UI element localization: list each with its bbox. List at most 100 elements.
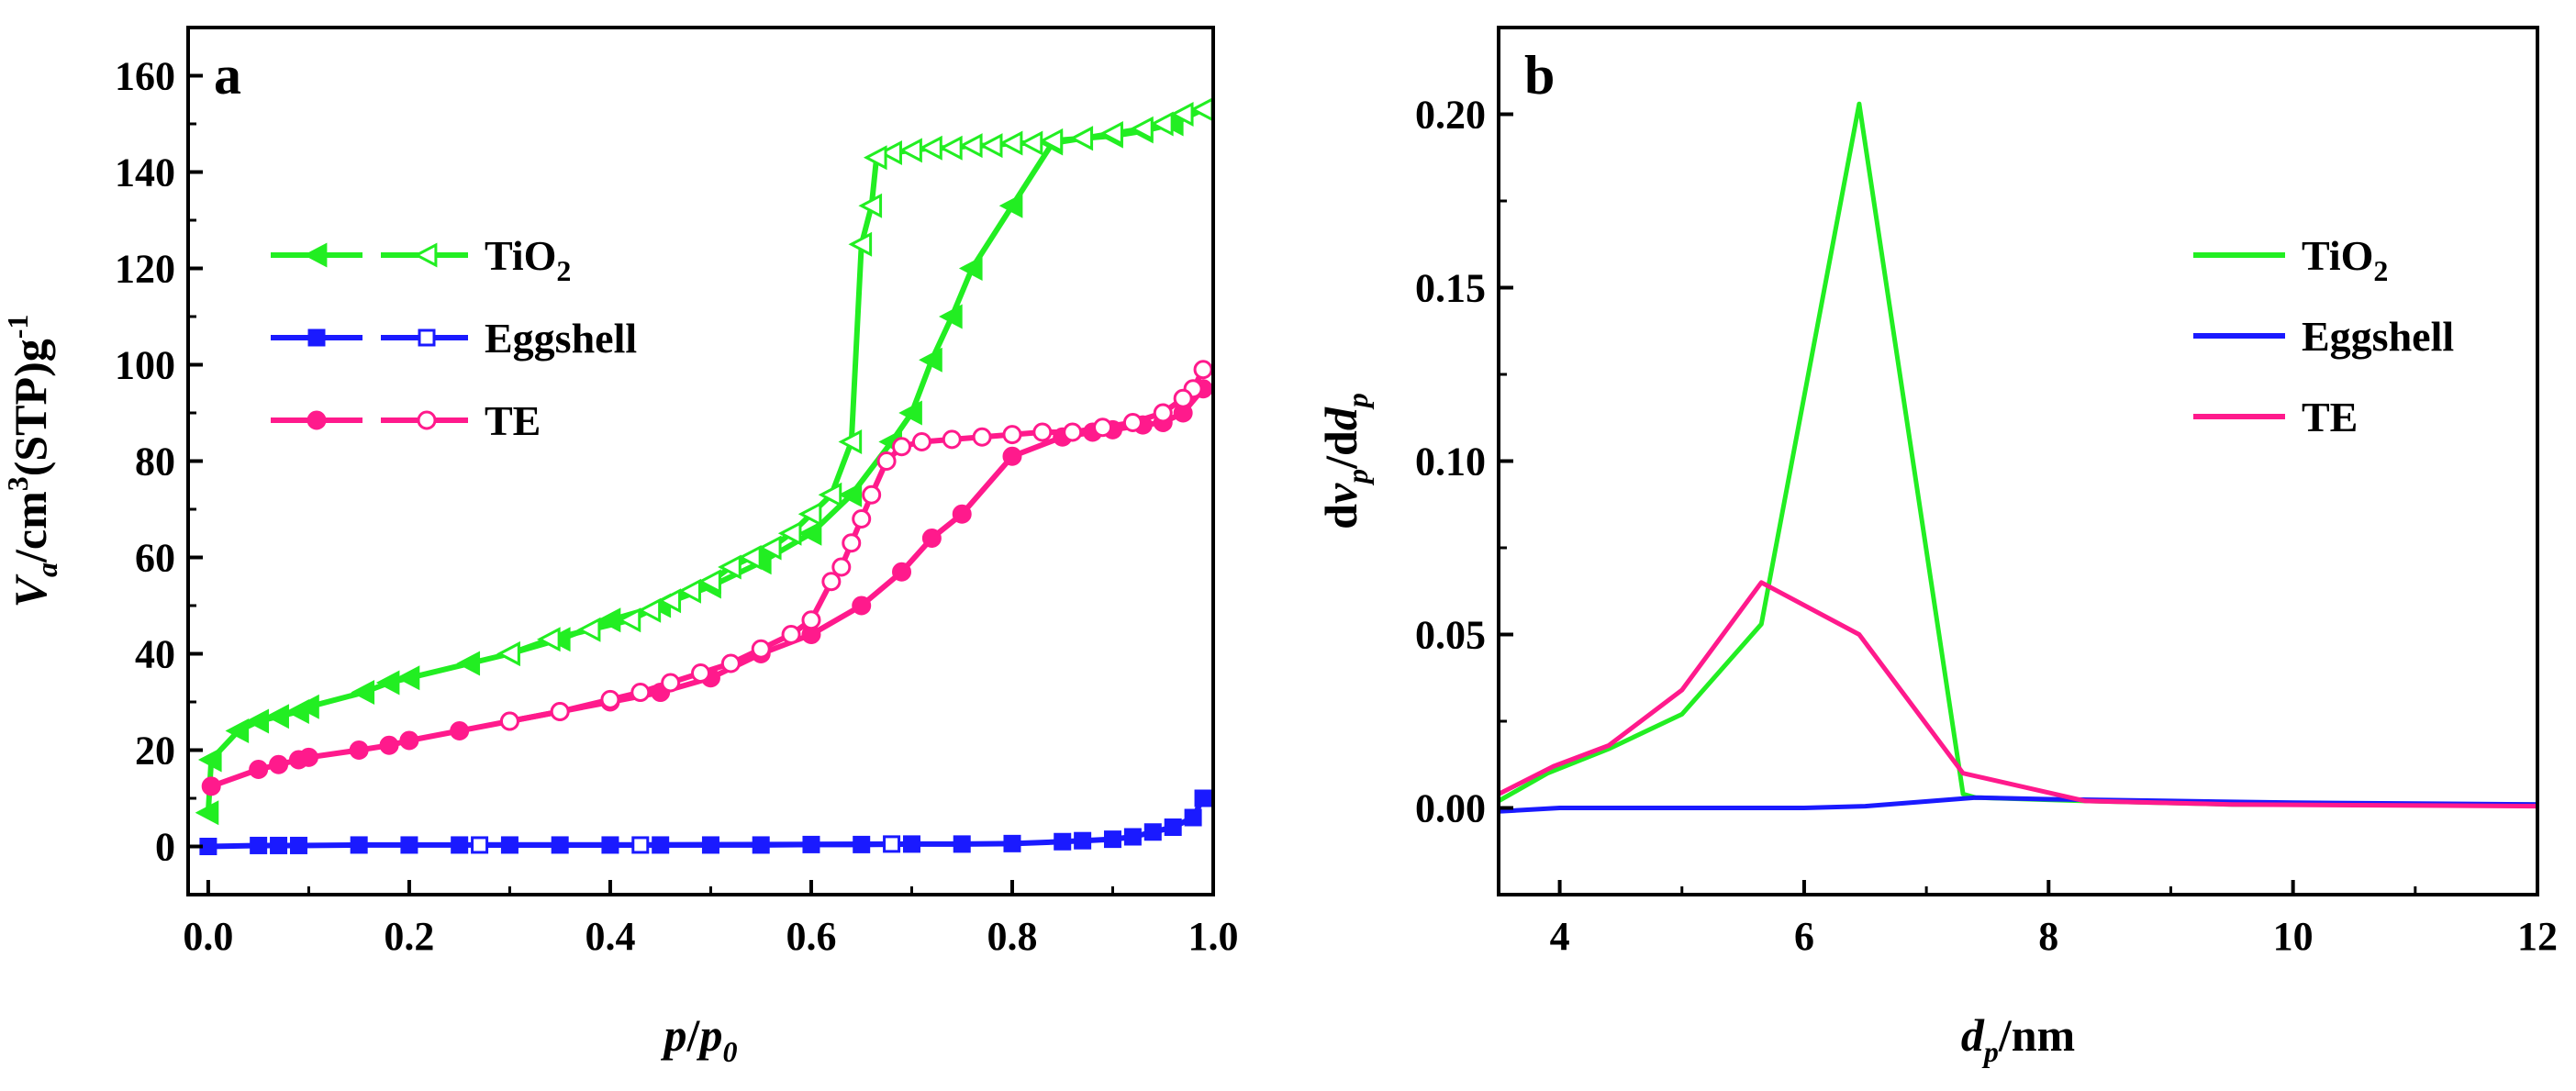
data-point xyxy=(757,535,782,561)
series-line xyxy=(1499,580,2537,809)
data-point xyxy=(911,432,931,451)
data-point xyxy=(1184,808,1202,827)
data-point xyxy=(1093,417,1113,438)
data-point xyxy=(375,670,400,696)
data-point xyxy=(720,653,741,674)
x-tick-label: 0.4 xyxy=(585,914,635,959)
data-point xyxy=(201,776,221,796)
data-point xyxy=(838,482,863,507)
legend-item: TiO2 xyxy=(2193,232,2388,287)
series-line xyxy=(1499,101,2537,807)
x-tick-label: 0.0 xyxy=(183,914,233,959)
y-axis-label-part: /d xyxy=(1315,430,1366,470)
y-tick-label: 140 xyxy=(115,150,175,195)
legend-item: TiO2 xyxy=(271,232,571,287)
data-point xyxy=(781,625,801,644)
data-point xyxy=(1069,126,1094,151)
data-point xyxy=(691,663,710,683)
x-tick-label: 6 xyxy=(1794,914,1814,959)
data-point xyxy=(1039,128,1064,153)
legend-label: TiO2 xyxy=(2302,232,2388,287)
legend-marker-filled xyxy=(303,242,328,268)
data-point xyxy=(1003,834,1021,852)
data-point xyxy=(919,135,942,161)
data-point xyxy=(1130,116,1154,141)
data-point xyxy=(1074,831,1092,850)
legend-marker-filled xyxy=(307,328,326,347)
data-point xyxy=(1002,425,1022,445)
data-point xyxy=(1189,97,1213,122)
data-point xyxy=(496,641,520,666)
x-tick-label: 4 xyxy=(1550,914,1570,959)
data-point xyxy=(751,639,771,659)
data-point xyxy=(400,836,418,854)
data-point xyxy=(1150,111,1174,137)
data-point xyxy=(270,836,288,854)
data-point xyxy=(351,680,375,705)
data-point xyxy=(797,501,822,527)
y-tick-label: 120 xyxy=(115,247,175,292)
panel-b-pore-size-chart: 4 6 8 10 12 0.00 0.05 0.10 0.15 0.20 b TiO2 Eggshell… xyxy=(1315,26,2558,1068)
data-point xyxy=(499,711,519,731)
data-point xyxy=(269,754,289,774)
data-point xyxy=(892,562,912,582)
y-axis-label: Va/cm3(STP)g-1 xyxy=(1,315,63,608)
data-point xyxy=(631,836,650,854)
data-point xyxy=(919,347,942,373)
y-tick-label: 0 xyxy=(155,825,175,870)
x-tick-label: 12 xyxy=(2517,914,2558,959)
data-point xyxy=(637,597,662,623)
data-point xyxy=(396,665,420,691)
data-point xyxy=(471,836,489,854)
data-point xyxy=(858,193,883,218)
legend-label: TiO2 xyxy=(485,232,571,287)
y-tick-label: 0.05 xyxy=(1415,613,1486,658)
legend-label: TE xyxy=(485,397,541,444)
data-point xyxy=(878,140,902,165)
data-point xyxy=(939,304,963,329)
y-tick-label: 0.20 xyxy=(1415,93,1486,138)
x-axis-label-part: / xyxy=(686,1009,701,1061)
x-axis-label-part: 0 xyxy=(722,1035,737,1068)
data-point xyxy=(939,135,963,161)
data-point xyxy=(838,429,863,454)
y-tick-label: 0.10 xyxy=(1415,440,1486,484)
series-line xyxy=(1499,795,2537,814)
legend-label-base: TiO xyxy=(2302,232,2373,279)
data-point xyxy=(953,835,971,853)
data-point xyxy=(821,572,842,592)
data-point xyxy=(1173,388,1193,408)
y-axis-label-part: p xyxy=(1341,469,1374,486)
data-point xyxy=(1122,413,1143,432)
data-point xyxy=(245,708,270,734)
data-point xyxy=(350,836,368,854)
data-point xyxy=(379,735,399,755)
y-axis-label: dvp/ddp xyxy=(1315,393,1374,529)
data-point xyxy=(818,482,842,507)
y-tick-label: 160 xyxy=(115,54,175,99)
data-point xyxy=(1143,823,1162,841)
data-point xyxy=(952,504,972,524)
legend-item: Eggshell xyxy=(271,315,637,362)
panel-label: b xyxy=(1524,45,1555,106)
data-point xyxy=(296,694,319,719)
y-tick-label: 40 xyxy=(135,632,175,677)
plot-area xyxy=(195,97,1213,855)
legend-marker-open xyxy=(417,410,437,430)
data-point xyxy=(197,747,222,773)
data-point xyxy=(902,835,920,853)
legend-label: Eggshell xyxy=(2302,313,2454,360)
data-point xyxy=(576,617,601,642)
legend-label-base: Eggshell xyxy=(485,315,637,362)
data-point xyxy=(842,533,862,553)
legend-marker-open xyxy=(418,328,436,347)
data-point xyxy=(998,130,1023,156)
y-axis-label-part: (STP)g xyxy=(5,339,56,476)
data-point xyxy=(958,256,983,281)
data-point xyxy=(738,545,762,570)
x-axis-label-part: p xyxy=(696,1009,722,1061)
y-tick-label: 0.00 xyxy=(1415,786,1486,831)
y-axis-label-part: v xyxy=(1315,483,1366,504)
data-point xyxy=(862,484,882,505)
legend-marker-filled xyxy=(307,410,327,430)
